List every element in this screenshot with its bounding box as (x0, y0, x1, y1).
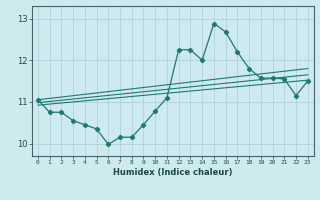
X-axis label: Humidex (Indice chaleur): Humidex (Indice chaleur) (113, 168, 233, 177)
